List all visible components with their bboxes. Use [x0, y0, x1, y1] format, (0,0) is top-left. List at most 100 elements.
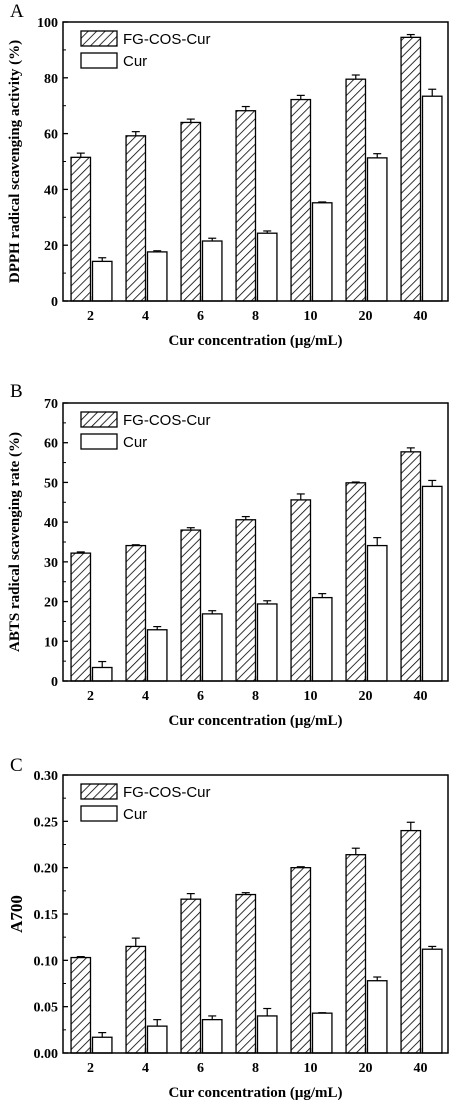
- bar-fg-cos-cur-2: [70, 156, 92, 302]
- x-tick-label: 20: [359, 1061, 373, 1076]
- y-tick-label: 100: [37, 16, 58, 31]
- x-axis-title: Cur concentration (μg/mL): [168, 713, 342, 729]
- y-tick-label: 0.15: [34, 908, 59, 923]
- bar-cur-40: [421, 948, 443, 1054]
- bar-fg-cos-cur-8: [235, 110, 257, 302]
- bar-cur-2: [91, 1036, 113, 1054]
- legend-swatch: [80, 783, 118, 800]
- legend: FG-COS-Cur Cur: [80, 783, 211, 823]
- y-tick-label: 60: [44, 437, 58, 452]
- y-tick-label: 40: [44, 516, 58, 531]
- y-tick-label: 0.05: [34, 1001, 59, 1016]
- x-tick-label: 6: [197, 309, 204, 324]
- bar-fg-cos-cur-10: [290, 867, 312, 1054]
- bar-cur-10: [311, 1012, 333, 1054]
- x-tick-label: 20: [359, 689, 373, 704]
- bar-cur-10: [311, 202, 333, 302]
- legend: FG-COS-Cur Cur: [80, 30, 211, 70]
- bar-cur-2: [91, 666, 113, 682]
- x-tick-label: 2: [87, 689, 94, 704]
- bar-cur-6: [201, 240, 223, 302]
- bar-cur-40: [421, 485, 443, 682]
- bar-cur-8: [256, 232, 278, 302]
- x-axis-title: Cur concentration (μg/mL): [168, 333, 342, 349]
- bar-fg-cos-cur-2: [70, 552, 92, 682]
- x-tick-label: 8: [252, 1061, 259, 1076]
- bar-fg-cos-cur-10: [290, 98, 312, 302]
- y-tick-label: 0: [51, 675, 58, 690]
- x-tick-label: 8: [252, 309, 259, 324]
- bar-fg-cos-cur-20: [345, 854, 367, 1054]
- legend-swatch: [80, 52, 118, 69]
- y-tick-label: 0.25: [34, 815, 59, 830]
- legend-label: Cur: [123, 53, 147, 70]
- bar-cur-20: [366, 157, 388, 302]
- x-tick-label: 40: [414, 309, 428, 324]
- bar-cur-20: [366, 544, 388, 682]
- chart-panel-b: B 0 10 20 30 40 50 60 70 2 4 6 8 10 20 40 Cur concentrat…: [7, 381, 449, 729]
- panel-letter: B: [10, 381, 23, 402]
- y-tick-label: 0.10: [34, 954, 59, 969]
- bar-cur-20: [366, 980, 388, 1054]
- y-tick-label: 40: [44, 183, 58, 198]
- bar-cur-10: [311, 596, 333, 682]
- panel-letter: C: [10, 755, 23, 776]
- bar-fg-cos-cur-4: [125, 945, 147, 1054]
- legend: FG-COS-Cur Cur: [80, 411, 211, 451]
- y-axis-title: DPPH radical scavenging activity (%): [7, 40, 23, 283]
- legend-label: FG-COS-Cur: [123, 412, 211, 429]
- x-tick-label: 40: [414, 1061, 428, 1076]
- x-axis-title: Cur concentration (μg/mL): [168, 1085, 342, 1101]
- legend-swatch: [80, 411, 118, 428]
- bar-fg-cos-cur-40: [400, 36, 422, 302]
- bar-cur-6: [201, 1018, 223, 1054]
- chart-panel-c: C 0.00 0.05 0.10 0.15 0.20 0.25 0.30 2 4 6 8 10 20 40 C…: [7, 755, 449, 1101]
- bar-fg-cos-cur-8: [235, 893, 257, 1054]
- legend-swatch: [80, 805, 118, 822]
- y-tick-label: 20: [44, 239, 58, 254]
- bar-cur-6: [201, 613, 223, 682]
- bar-fg-cos-cur-40: [400, 829, 422, 1054]
- x-tick-label: 6: [197, 689, 204, 704]
- chart-panel-a: A 0 20 40 60 80 100 2 4 6 8 10 20 40 Cur concentration…: [7, 1, 449, 349]
- legend-label: FG-COS-Cur: [123, 31, 211, 48]
- bar-cur-8: [256, 603, 278, 682]
- x-tick-label: 4: [142, 1061, 149, 1076]
- x-tick-label: 6: [197, 1061, 204, 1076]
- x-tick-label: 2: [87, 1061, 94, 1076]
- bar-fg-cos-cur-10: [290, 499, 312, 682]
- bar-fg-cos-cur-40: [400, 451, 422, 682]
- y-tick-label: 0.20: [34, 862, 59, 877]
- y-tick-label: 70: [44, 397, 58, 412]
- y-tick-label: 30: [44, 556, 58, 571]
- y-tick-label: 10: [44, 635, 58, 650]
- bar-cur-4: [146, 629, 168, 682]
- bar-cur-4: [146, 1025, 168, 1054]
- bar-fg-cos-cur-6: [180, 121, 202, 302]
- bar-fg-cos-cur-20: [345, 78, 367, 302]
- x-tick-label: 2: [87, 309, 94, 324]
- x-tick-label: 8: [252, 689, 259, 704]
- bar-fg-cos-cur-4: [125, 544, 147, 682]
- bar-fg-cos-cur-20: [345, 482, 367, 682]
- legend-swatch: [80, 433, 118, 450]
- x-tick-label: 10: [304, 309, 318, 324]
- bar-cur-8: [256, 1015, 278, 1054]
- y-axis-title: ABTS radical scavenging rate (%): [7, 432, 23, 652]
- y-tick-label: 0.30: [34, 769, 59, 784]
- legend-label: Cur: [123, 806, 147, 823]
- legend-label: Cur: [123, 434, 147, 451]
- y-tick-label: 20: [44, 596, 58, 611]
- x-tick-label: 40: [414, 689, 428, 704]
- bar-fg-cos-cur-8: [235, 519, 257, 682]
- x-tick-label: 4: [142, 309, 149, 324]
- x-tick-label: 20: [359, 309, 373, 324]
- bar-fg-cos-cur-6: [180, 898, 202, 1054]
- bar-fg-cos-cur-2: [70, 956, 92, 1054]
- y-tick-label: 80: [44, 72, 58, 87]
- bar-cur-2: [91, 260, 113, 302]
- panel-letter: A: [10, 1, 24, 22]
- x-tick-label: 4: [142, 689, 149, 704]
- bar-fg-cos-cur-6: [180, 529, 202, 682]
